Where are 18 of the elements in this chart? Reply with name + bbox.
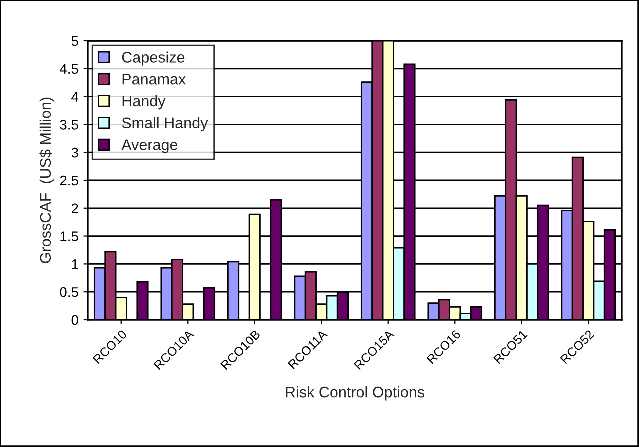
y-tick-label: 0 — [72, 315, 78, 326]
legend-label: Handy — [122, 95, 166, 110]
legend-label: Average — [122, 140, 178, 154]
y-tick-label: 3 — [72, 148, 78, 158]
y-tick-label: 2 — [72, 204, 78, 214]
y-tick-label: 5 — [72, 36, 78, 46]
legend-label: Small Handy — [122, 117, 208, 132]
y-tick-label: 2.5 — [60, 176, 78, 186]
y-tick-label: 3.5 — [60, 120, 78, 130]
y-axis-title: GrossCAF (US$ Million) — [40, 98, 54, 264]
legend-label: Panamax — [122, 74, 186, 85]
y-tick-label: 0.5 — [60, 287, 78, 298]
y-tick-label: 4 — [72, 92, 79, 102]
y-tick-label: 4.5 — [60, 64, 78, 74]
legend-label: Capesize — [122, 52, 185, 66]
x-axis-title: Risk Control Options — [286, 386, 424, 401]
y-tick-label: 1.5 — [60, 232, 78, 242]
y-tick-label: 1 — [72, 260, 78, 270]
